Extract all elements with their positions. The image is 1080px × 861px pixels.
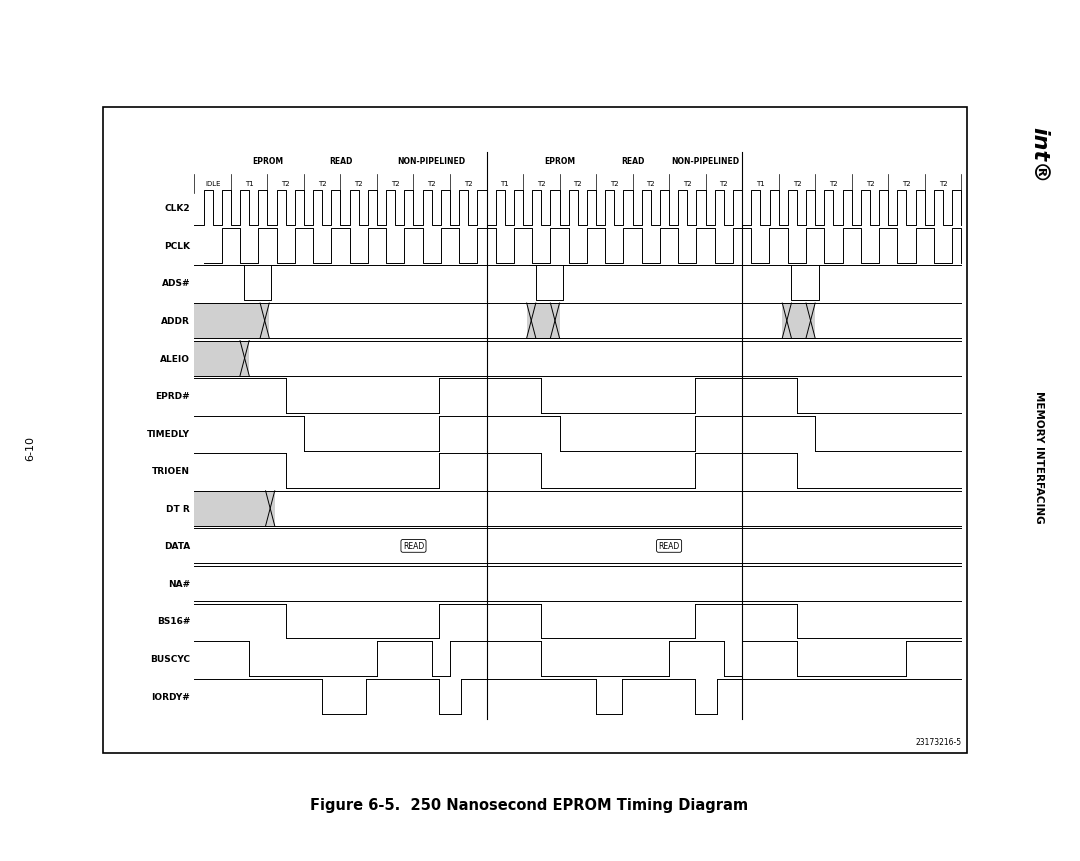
Bar [194,492,274,526]
Text: MEMORY INTERFACING: MEMORY INTERFACING [1034,390,1044,523]
Text: T2: T2 [428,182,436,187]
Text: T2: T2 [573,182,582,187]
Text: T1: T1 [500,182,509,187]
Text: BUSCYC: BUSCYC [150,654,190,663]
Text: T2: T2 [719,182,728,187]
Bar [194,341,249,376]
Text: T2: T2 [793,182,801,187]
Text: EPRD#: EPRD# [156,392,190,400]
Text: DATA: DATA [164,542,190,551]
Text: TIMEDLY: TIMEDLY [147,429,190,438]
Bar [782,304,815,338]
Text: IORDY#: IORDY# [151,691,190,701]
Text: IDLE: IDLE [205,182,220,187]
Text: DT R: DT R [166,505,190,513]
Text: T2: T2 [354,182,363,187]
Text: T2: T2 [865,182,874,187]
Text: PCLK: PCLK [164,242,190,251]
Text: T2: T2 [829,182,838,187]
Text: EPROM: EPROM [544,157,576,165]
Text: T2: T2 [683,182,691,187]
Text: T2: T2 [610,182,619,187]
Text: T1: T1 [756,182,765,187]
Text: ALEIO: ALEIO [160,354,190,363]
Bar [194,304,269,338]
Text: T2: T2 [318,182,326,187]
Text: 23173216-5: 23173216-5 [915,738,961,746]
Bar [527,304,559,338]
Text: T2: T2 [939,182,947,187]
Text: T2: T2 [902,182,910,187]
Text: EPROM: EPROM [252,157,283,165]
Text: NA#: NA# [168,579,190,588]
Text: NON-PIPELINED: NON-PIPELINED [672,157,740,165]
Text: NON-PIPELINED: NON-PIPELINED [397,157,465,165]
Text: T2: T2 [647,182,656,187]
Text: READ: READ [659,542,679,551]
Text: ADS#: ADS# [162,279,190,288]
Text: Figure 6-5.  250 Nanosecond EPROM Timing Diagram: Figure 6-5. 250 Nanosecond EPROM Timing … [310,797,748,813]
Text: READ: READ [621,157,645,165]
Text: READ: READ [403,542,424,551]
Text: TRIOEN: TRIOEN [152,467,190,476]
Text: T2: T2 [391,182,400,187]
Text: BS16#: BS16# [157,616,190,626]
Text: int®: int® [1029,127,1049,183]
Text: CLK2: CLK2 [164,204,190,214]
Text: T2: T2 [464,182,473,187]
Text: ADDR: ADDR [161,317,190,325]
Text: READ: READ [328,157,352,165]
Text: T2: T2 [282,182,291,187]
Text: 6-10: 6-10 [25,435,36,461]
Text: T2: T2 [537,182,545,187]
Text: T1: T1 [245,182,254,187]
